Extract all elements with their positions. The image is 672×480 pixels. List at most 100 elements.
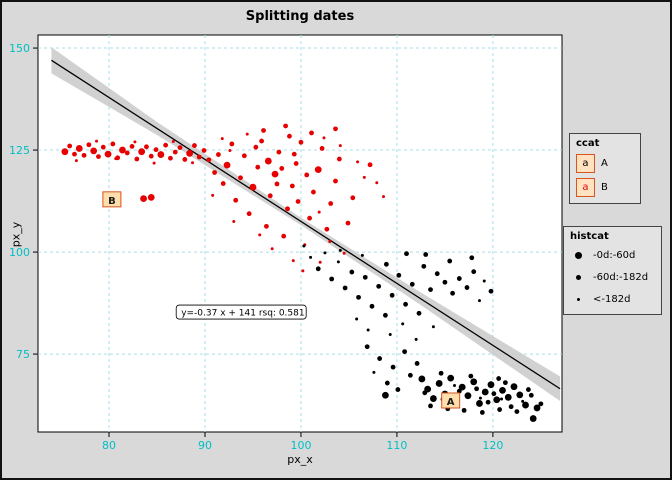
legend-key-area	[570, 247, 587, 264]
data-point	[522, 401, 529, 409]
data-point	[157, 151, 165, 158]
data-point	[253, 144, 259, 150]
data-point	[497, 407, 503, 412]
data-point	[504, 393, 512, 401]
data-point	[516, 391, 524, 399]
data-point	[182, 157, 188, 162]
point-size-medium-icon	[576, 275, 581, 280]
data-point	[328, 201, 334, 206]
data-point	[206, 157, 212, 163]
cluster-label-box-A	[441, 392, 461, 409]
data-point	[438, 370, 444, 376]
data-point	[458, 383, 466, 391]
data-point	[238, 175, 243, 181]
data-point	[418, 375, 426, 383]
data-point	[403, 301, 408, 307]
data-point	[258, 233, 262, 237]
legend-label: -0d:-60d	[593, 250, 636, 261]
data-point	[90, 147, 98, 155]
legend-key-box: a	[576, 178, 595, 197]
data-point	[148, 153, 154, 159]
data-point	[366, 328, 370, 332]
data-point	[216, 152, 221, 157]
data-point	[319, 146, 325, 151]
data-point	[362, 175, 366, 179]
data-point	[311, 189, 316, 195]
data-point	[389, 292, 395, 298]
data-point	[229, 141, 235, 147]
data-point	[104, 150, 112, 158]
regression-line	[51, 59, 561, 390]
x-tick-label: 80	[102, 439, 116, 452]
data-point	[528, 392, 534, 398]
data-point	[211, 193, 215, 197]
data-point	[246, 211, 252, 217]
data-point	[191, 161, 195, 165]
data-point	[404, 251, 409, 257]
data-point	[328, 239, 332, 243]
data-point	[329, 276, 335, 282]
data-point	[510, 383, 518, 391]
data-point	[396, 272, 402, 278]
data-point	[220, 137, 224, 141]
data-point	[364, 344, 370, 350]
data-point	[144, 144, 149, 150]
data-point	[414, 361, 420, 366]
data-point	[487, 381, 495, 389]
data-point	[241, 153, 247, 159]
data-point	[429, 395, 437, 402]
data-point	[67, 143, 73, 149]
data-point	[526, 387, 531, 392]
data-point	[414, 337, 418, 341]
data-point	[212, 170, 217, 175]
legend-label: B	[601, 182, 608, 193]
data-point	[140, 195, 147, 203]
data-point	[478, 396, 482, 400]
data-point	[428, 287, 433, 293]
y-tick-label: 150	[9, 42, 30, 55]
legend-label: -60d:-182d	[593, 272, 649, 283]
data-point	[416, 310, 422, 316]
data-point	[318, 260, 322, 264]
data-point	[287, 133, 292, 139]
data-point	[360, 253, 364, 257]
data-point	[409, 281, 415, 287]
data-point	[223, 161, 231, 169]
data-point	[395, 387, 401, 392]
data-point	[110, 141, 116, 147]
data-point	[350, 195, 356, 201]
data-point	[333, 178, 338, 184]
data-point	[342, 251, 346, 255]
data-point	[355, 317, 359, 321]
data-point	[138, 148, 146, 156]
data-point	[307, 215, 312, 221]
y-tick-label: 75	[16, 348, 30, 361]
legend-item-ccat-B: a B	[576, 178, 634, 197]
data-point	[338, 144, 342, 148]
data-point	[249, 183, 257, 191]
legend-ccat-title: ccat	[576, 138, 600, 149]
legend-item-histcat-1: -60d:-182d	[570, 269, 655, 286]
data-point	[259, 138, 265, 144]
data-point	[96, 154, 101, 159]
data-point	[481, 388, 489, 396]
legend-key-area	[570, 269, 587, 286]
data-point	[464, 392, 472, 400]
data-point	[283, 123, 289, 129]
x-axis-label: px_x	[287, 453, 313, 466]
data-point	[163, 142, 169, 148]
data-point	[390, 364, 396, 370]
data-point	[261, 128, 266, 133]
data-point	[314, 166, 322, 174]
legend-item-ccat-A: a A	[576, 154, 634, 173]
data-point	[274, 181, 280, 187]
data-point	[450, 290, 455, 296]
data-point	[285, 206, 290, 212]
cluster-label-A: A	[447, 397, 455, 408]
series-A-points	[302, 244, 544, 422]
legend-histcat-title: histcat	[570, 231, 609, 242]
data-point	[72, 151, 77, 157]
data-point	[255, 164, 261, 170]
data-point	[372, 370, 376, 374]
